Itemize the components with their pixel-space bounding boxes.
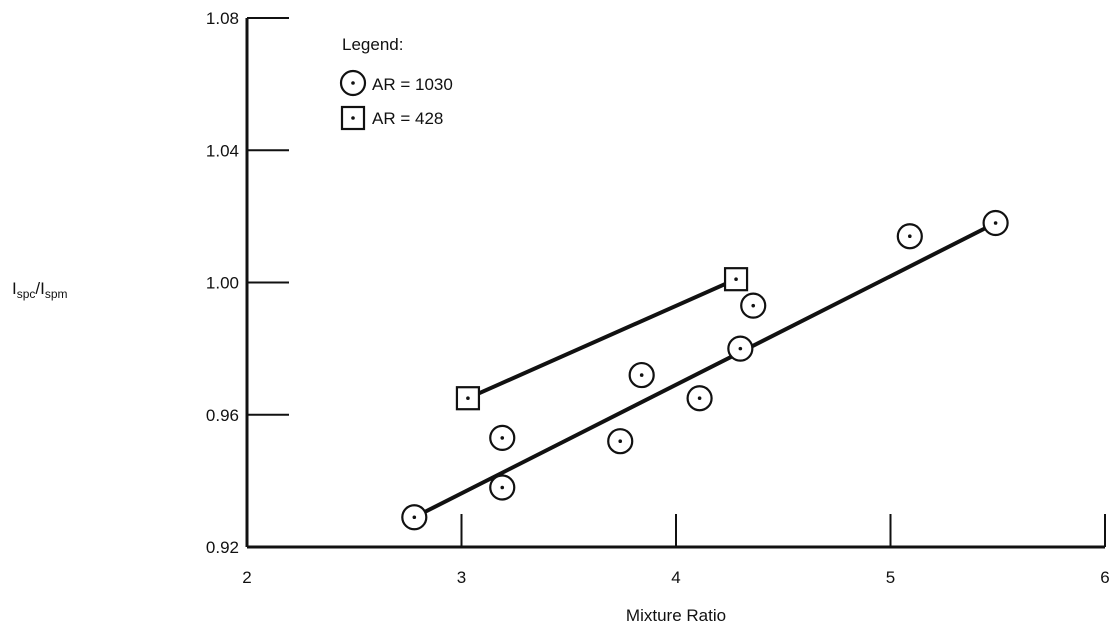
y-title-sub1: spc (17, 287, 36, 301)
fit-line (467, 277, 737, 401)
fit-lines (413, 221, 997, 520)
data-point-center-dot (500, 436, 505, 440)
data-point-center-dot (639, 373, 644, 377)
legend-entry-square: AR = 428 (340, 105, 443, 131)
y-title-sep: /I (35, 279, 44, 298)
x-tick-label: 3 (457, 568, 466, 587)
data-point-center-dot (500, 485, 505, 490)
legend-circle-dot (351, 81, 355, 85)
y-tick-label: 1.00 (206, 274, 239, 293)
x-tick-label: 6 (1100, 568, 1109, 587)
data-point-center-dot (908, 234, 912, 239)
y-title-base: I (12, 279, 17, 298)
data-point-center-dot (734, 277, 738, 281)
legend-entry-circle: AR = 1030 (339, 69, 453, 97)
y-tick-label: 1.04 (206, 141, 239, 160)
legend-title: Legend: (342, 35, 403, 54)
legend-label-ar428: AR = 428 (372, 109, 443, 128)
legend-square-dot (351, 116, 355, 120)
x-tick-label: 4 (671, 568, 680, 587)
legend-label-ar1030: AR = 1030 (372, 75, 453, 94)
fit-line (413, 221, 997, 520)
data-point-center-dot (412, 515, 417, 520)
x-tick-label: 5 (886, 568, 895, 587)
data-point-center-dot (993, 221, 998, 225)
legend: Legend: AR = 1030 AR = 428 (339, 35, 453, 131)
axes: 2 3 4 5 6 0.92 0.96 1.00 1.04 1.08 (206, 9, 1110, 587)
data-markers (401, 209, 1009, 531)
y-tick-label: 0.92 (206, 538, 239, 557)
y-axis-title-text: Ispc/Ispm (12, 279, 68, 301)
data-point-center-dot (618, 439, 623, 444)
y-axis-title: Ispc/Ispm (12, 279, 68, 301)
data-point-center-dot (466, 396, 470, 401)
x-axis-title: Mixture Ratio (626, 606, 726, 625)
legend-square-marker (340, 105, 366, 131)
y-title-sub2: spm (45, 287, 68, 301)
x-tick-label: 2 (242, 568, 251, 587)
data-point-center-dot (738, 346, 743, 351)
y-tick-label: 0.96 (206, 406, 239, 425)
data-point-center-dot (697, 396, 702, 401)
data-point-center-dot (751, 303, 756, 308)
legend-circle-marker (339, 69, 367, 97)
y-tick-label: 1.08 (206, 9, 239, 28)
